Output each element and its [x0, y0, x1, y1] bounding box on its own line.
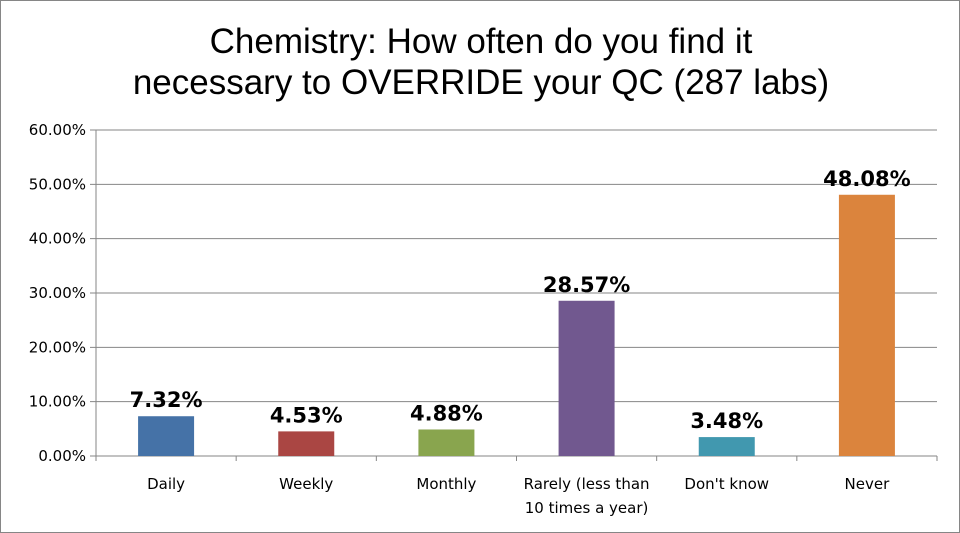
y-tick-label: 20.00%: [29, 338, 86, 356]
data-label: 4.88%: [410, 401, 483, 425]
x-category-label: Don't know: [684, 475, 769, 493]
data-label: 7.32%: [130, 388, 203, 412]
data-label: 28.57%: [543, 273, 630, 297]
y-tick-label: 40.00%: [29, 230, 86, 248]
x-category-label: 10 times a year): [525, 499, 649, 517]
bar: [138, 416, 195, 456]
bar: [278, 431, 335, 456]
y-tick-label: 60.00%: [29, 121, 86, 139]
y-tick-label: 0.00%: [38, 447, 86, 465]
data-label: 48.08%: [823, 167, 910, 191]
x-category-label: Monthly: [416, 475, 476, 493]
bar: [418, 429, 475, 456]
chart-title: Chemistry: How often do you find it: [210, 22, 753, 61]
bar: [558, 300, 615, 456]
x-category-label: Rarely (less than: [524, 475, 650, 493]
bar: [838, 194, 895, 457]
data-label: 3.48%: [690, 409, 763, 433]
x-category-label: Weekly: [279, 475, 333, 493]
chart-title: necessary to OVERRIDE your QC (287 labs): [133, 63, 829, 102]
y-tick-label: 10.00%: [29, 393, 86, 411]
data-label: 4.53%: [270, 403, 343, 427]
x-category-label: Never: [845, 475, 891, 493]
y-tick-label: 30.00%: [29, 284, 86, 302]
bar: [698, 437, 755, 456]
x-category-label: Daily: [147, 475, 185, 493]
y-tick-label: 50.00%: [29, 175, 86, 193]
